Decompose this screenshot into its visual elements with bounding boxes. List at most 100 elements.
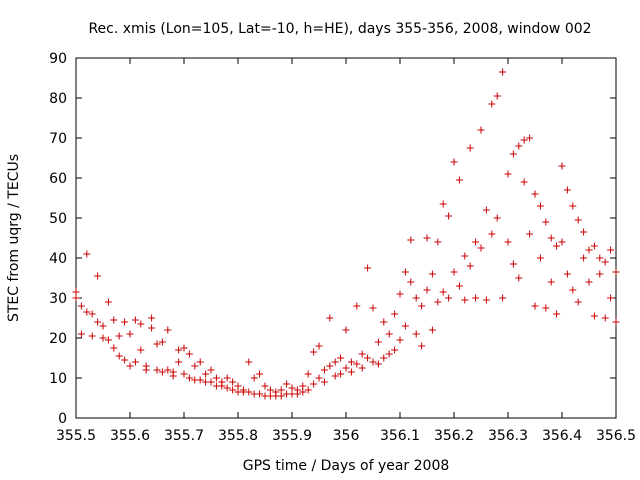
data-point [461, 252, 469, 260]
data-point [531, 302, 539, 310]
data-point [515, 142, 523, 150]
data-point [477, 244, 485, 252]
data-point [364, 354, 372, 362]
data-point [585, 278, 593, 286]
data-point [175, 358, 183, 366]
data-point [158, 338, 166, 346]
data-point [288, 384, 296, 392]
x-tick-label: 355.8 [218, 428, 258, 444]
data-point [434, 298, 442, 306]
data-point [607, 294, 615, 302]
data-point [256, 390, 264, 398]
data-point [450, 268, 458, 276]
x-tick-label: 356.5 [596, 428, 636, 444]
data-point [401, 322, 409, 330]
data-point [472, 238, 480, 246]
data-point [77, 302, 85, 310]
data-point [520, 136, 528, 144]
data-point [585, 246, 593, 254]
data-points [72, 68, 620, 400]
data-point [563, 186, 571, 194]
data-point [396, 290, 404, 298]
data-point [310, 348, 318, 356]
data-point [358, 364, 366, 372]
data-point [315, 374, 323, 382]
data-point [115, 332, 123, 340]
data-point [369, 304, 377, 312]
data-point [223, 374, 231, 382]
x-tick-label: 355.6 [110, 428, 150, 444]
x-tick-label: 356.3 [488, 428, 528, 444]
data-point [342, 326, 350, 334]
data-point [385, 350, 393, 358]
data-point [153, 366, 161, 374]
data-point [250, 374, 258, 382]
data-point [504, 170, 512, 178]
x-tick-label: 356.4 [542, 428, 582, 444]
data-point [509, 260, 517, 268]
data-point [126, 362, 134, 370]
data-point [482, 296, 490, 304]
x-axis-label: GPS time / Days of year 2008 [243, 458, 450, 474]
x-tick-label: 355.7 [164, 428, 204, 444]
data-point [423, 234, 431, 242]
data-point [364, 264, 372, 272]
data-point [342, 364, 350, 372]
data-point [396, 336, 404, 344]
data-point [569, 286, 577, 294]
data-point [542, 304, 550, 312]
data-point [110, 344, 118, 352]
data-point [293, 390, 301, 398]
data-point [439, 200, 447, 208]
y-axis-label: STEC from uqrg / TECUs [6, 154, 22, 322]
y-tick-label: 60 [49, 171, 67, 187]
y-tick-label: 80 [49, 91, 67, 107]
data-point [590, 312, 598, 320]
data-point [88, 310, 96, 318]
data-point [418, 342, 426, 350]
data-point [229, 378, 237, 386]
data-point [590, 242, 598, 250]
y-tick-label: 10 [49, 371, 67, 387]
data-point [542, 218, 550, 226]
data-point [412, 294, 420, 302]
data-point [83, 308, 91, 316]
data-point [434, 238, 442, 246]
x-tick-label: 356 [333, 428, 360, 444]
data-point [450, 158, 458, 166]
data-point [185, 374, 193, 382]
data-point [299, 382, 307, 390]
data-point [337, 370, 345, 378]
y-tick-label: 50 [49, 211, 67, 227]
data-point [601, 314, 609, 322]
data-point [142, 366, 150, 374]
data-point [423, 286, 431, 294]
data-point [72, 288, 80, 296]
data-point [77, 330, 85, 338]
data-point [88, 332, 96, 340]
data-point [580, 228, 588, 236]
data-point [536, 254, 544, 262]
data-point [493, 214, 501, 222]
data-point [472, 294, 480, 302]
y-tick-label: 20 [49, 331, 67, 347]
data-point [520, 178, 528, 186]
data-point [158, 368, 166, 376]
data-point [245, 358, 253, 366]
data-point [164, 326, 172, 334]
data-point [326, 362, 334, 370]
data-point [99, 334, 107, 342]
data-point [266, 386, 274, 394]
data-point [137, 346, 145, 354]
data-point [612, 268, 620, 276]
data-point [180, 370, 188, 378]
data-point [185, 350, 193, 358]
data-point [547, 278, 555, 286]
axis-ticks: 355.5 355.6 355.7 355.8 355.9 356 356.1 356.2 35… [49, 51, 636, 444]
data-point [455, 282, 463, 290]
data-point [358, 350, 366, 358]
data-point [488, 100, 496, 108]
data-point [196, 376, 204, 384]
data-point [331, 372, 339, 380]
